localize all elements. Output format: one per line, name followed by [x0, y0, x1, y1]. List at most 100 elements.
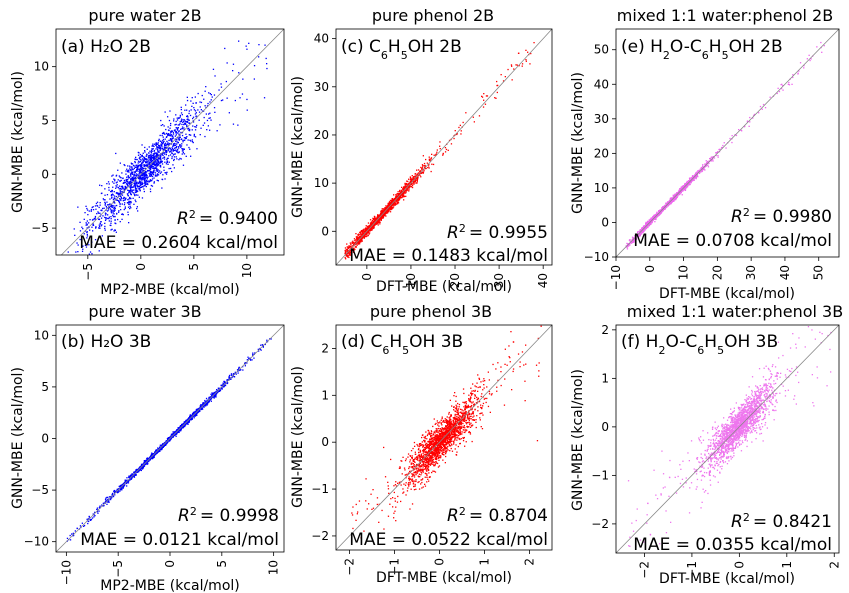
data-point — [131, 177, 133, 179]
data-point — [146, 181, 149, 183]
data-point — [115, 195, 117, 198]
data-point — [427, 166, 429, 169]
data-point — [411, 179, 413, 181]
data-point — [161, 132, 164, 135]
data-point — [128, 198, 130, 200]
data-point — [205, 86, 207, 88]
data-point — [113, 201, 115, 203]
data-point — [266, 67, 268, 70]
data-point — [396, 200, 398, 202]
data-point — [149, 163, 151, 165]
data-point — [422, 172, 424, 174]
data-point — [150, 175, 152, 177]
data-point — [152, 153, 155, 155]
data-point — [102, 207, 104, 210]
data-point — [97, 218, 100, 220]
data-point — [184, 122, 187, 125]
data-point — [141, 179, 143, 181]
data-point — [200, 109, 202, 111]
data-point — [129, 186, 132, 188]
panel-a-frame — [55, 28, 285, 256]
data-point — [128, 192, 130, 194]
data-point — [379, 212, 382, 215]
data-point — [435, 154, 437, 156]
data-point — [357, 238, 359, 240]
data-point — [169, 151, 171, 153]
data-point — [121, 188, 123, 190]
data-point — [156, 153, 159, 155]
data-point — [164, 172, 166, 174]
data-point — [126, 176, 128, 178]
data-point — [409, 181, 411, 184]
data-point — [677, 193, 680, 195]
data-point — [515, 64, 517, 66]
data-point — [194, 110, 197, 112]
data-point — [134, 186, 137, 188]
data-point — [150, 165, 152, 167]
data-point — [141, 181, 143, 183]
data-point — [135, 173, 138, 175]
data-point — [175, 131, 177, 133]
data-point — [529, 63, 531, 65]
data-point — [135, 179, 137, 182]
data-point — [360, 239, 362, 241]
data-point — [119, 190, 122, 192]
data-point — [98, 218, 101, 221]
data-point — [104, 194, 106, 196]
data-point — [353, 248, 355, 251]
data-point — [155, 170, 157, 172]
data-point — [643, 230, 645, 232]
data-point — [82, 248, 84, 250]
data-point — [525, 59, 527, 61]
data-point — [131, 176, 133, 178]
data-point — [698, 172, 701, 174]
data-point — [679, 189, 681, 192]
data-point — [384, 211, 387, 213]
data-point — [481, 96, 484, 98]
data-point — [205, 397, 208, 400]
data-point — [188, 130, 191, 132]
data-point — [149, 156, 151, 158]
data-point — [153, 150, 155, 152]
data-point — [385, 208, 387, 210]
data-point — [117, 187, 120, 189]
data-point — [163, 166, 165, 168]
data-point — [122, 187, 124, 189]
data-point — [365, 225, 367, 227]
data-point — [416, 176, 418, 179]
data-point — [209, 129, 211, 131]
data-point — [238, 40, 240, 42]
data-point — [107, 204, 110, 206]
data-point — [155, 153, 157, 155]
data-point — [686, 186, 689, 188]
data-point — [110, 224, 112, 227]
data-point — [787, 83, 789, 85]
data-point — [132, 164, 135, 167]
data-point — [653, 214, 655, 217]
data-point — [139, 161, 141, 163]
panel-c-ylabel: GNN-MBE (kcal/mol) — [290, 76, 306, 218]
data-point — [416, 180, 418, 182]
data-point — [391, 202, 393, 204]
data-point — [753, 113, 756, 116]
data-point — [753, 114, 755, 117]
data-point — [148, 162, 150, 164]
data-point — [366, 235, 368, 237]
data-point — [172, 144, 174, 146]
data-point — [196, 148, 198, 150]
data-point — [155, 144, 157, 146]
data-point — [723, 142, 725, 144]
data-point — [163, 140, 165, 142]
data-point — [124, 185, 126, 188]
data-point — [380, 211, 382, 213]
data-point — [192, 117, 194, 120]
data-point — [445, 148, 448, 151]
data-point — [167, 143, 169, 145]
data-point — [143, 185, 145, 187]
data-point — [149, 154, 151, 157]
data-point — [130, 201, 132, 203]
data-point — [367, 234, 369, 237]
data-point — [177, 152, 180, 154]
data-point — [379, 221, 381, 223]
data-point — [154, 161, 157, 163]
